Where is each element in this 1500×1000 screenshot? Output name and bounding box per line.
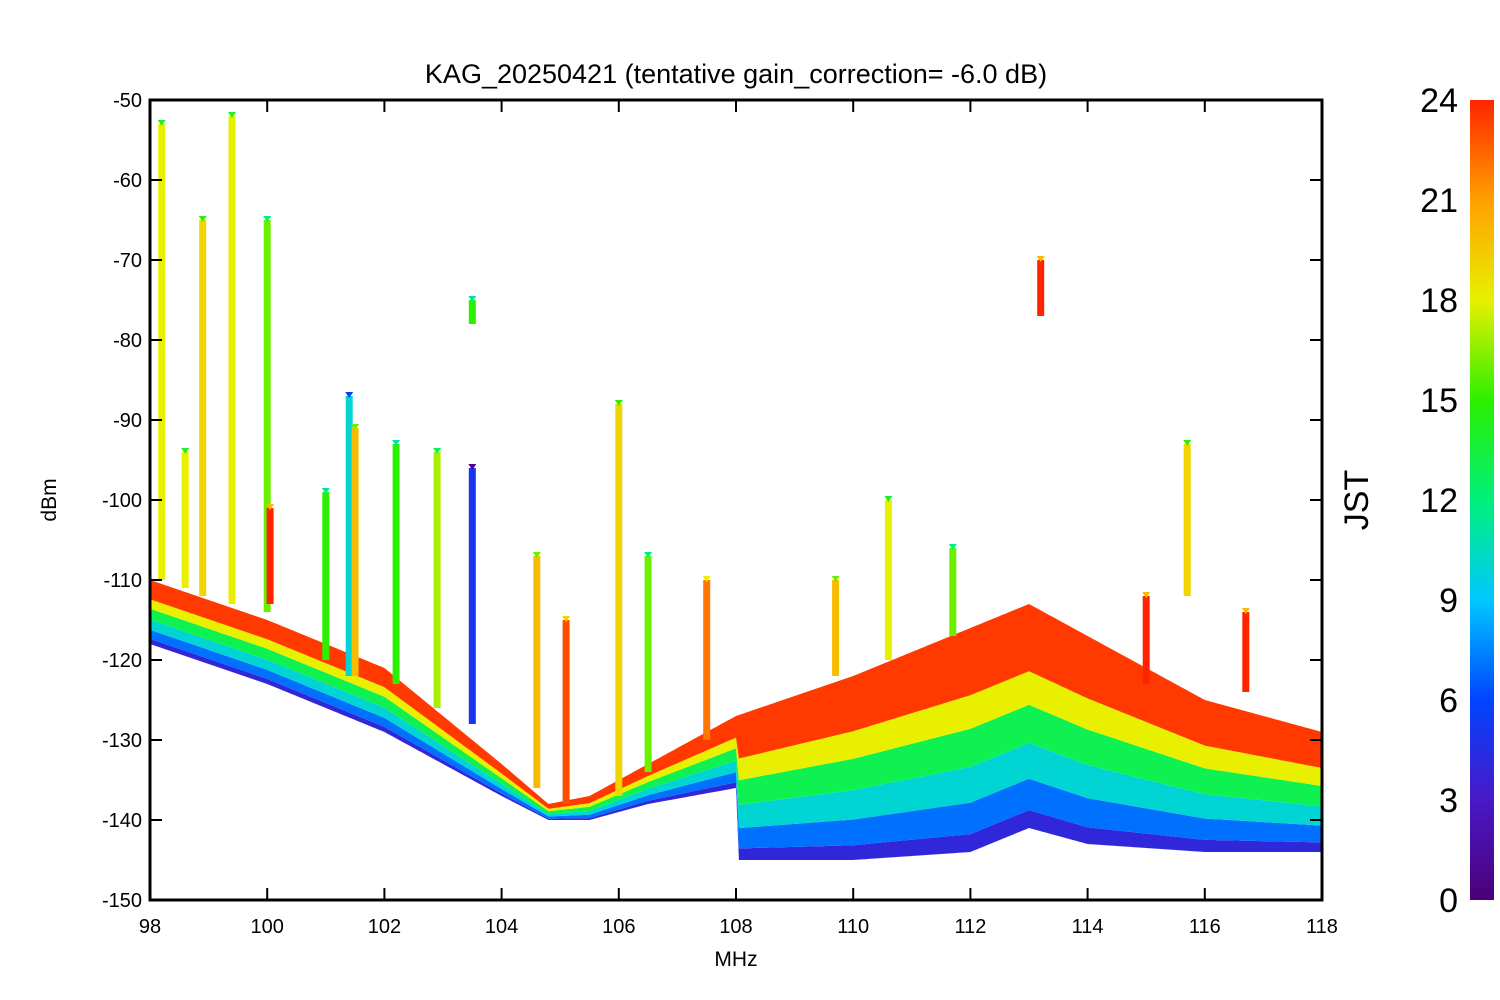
signal-peak-marker	[345, 392, 354, 398]
y-axis: -50 -60 -70 -80 -90 -100 -110 -120 -130 -140 -150	[102, 90, 1322, 912]
signal-peak-marker	[1142, 592, 1151, 598]
signal-column	[832, 580, 840, 676]
colorbar-tick-label: 21	[1420, 182, 1458, 220]
colorbar-ticks: 0 3 6 9 12 15 18 21 24	[1420, 82, 1458, 920]
signal-peak-marker	[1241, 608, 1250, 614]
signal-peak-marker	[433, 448, 442, 454]
colorbar	[1470, 100, 1494, 900]
y-tick-label: -80	[113, 330, 142, 352]
signal-column	[468, 300, 476, 324]
colorbar-tick-label: 3	[1439, 782, 1458, 820]
noise-floor-layer-1	[150, 629, 1322, 849]
y-tick-label: -150	[102, 890, 142, 912]
y-tick-label: -140	[102, 810, 142, 832]
signal-peak-marker	[644, 552, 653, 558]
signal-column	[322, 492, 330, 660]
y-tick-label: -60	[113, 170, 142, 192]
x-tick-label: 114	[1072, 916, 1104, 938]
signal-column	[884, 500, 892, 660]
signal-peak-marker	[351, 424, 360, 430]
y-tick-label: -100	[102, 490, 142, 512]
plot-data-area	[150, 112, 1322, 860]
signal-peak-marker	[468, 296, 477, 302]
x-tick-label: 108	[719, 916, 752, 938]
colorbar-tick-label: 6	[1439, 682, 1458, 720]
signal-column	[199, 220, 207, 596]
signal-column	[1242, 612, 1250, 692]
signal-peak-marker	[266, 504, 275, 510]
y-axis-label: dBm	[38, 478, 61, 521]
x-tick-label: 118	[1306, 916, 1338, 938]
signal-column	[1183, 444, 1191, 596]
noise-floor-layer-5	[150, 580, 1322, 809]
signal-peak-marker	[884, 496, 893, 502]
colorbar-tick-label: 24	[1420, 82, 1458, 120]
signal-column	[266, 508, 274, 604]
colorbar-tick-label: 12	[1420, 482, 1458, 520]
signal-column	[392, 444, 400, 684]
signal-peak-marker	[263, 216, 272, 222]
signal-column	[562, 620, 570, 804]
signal-peak-marker	[562, 616, 571, 622]
signal-peak-marker	[228, 112, 236, 118]
x-tick-label: 102	[368, 916, 401, 938]
x-tick-label: 98	[139, 916, 161, 938]
signal-peak-marker	[181, 448, 190, 454]
signal-column	[533, 556, 541, 788]
x-tick-label: 104	[485, 916, 518, 938]
noise-floor-layer-2	[150, 619, 1322, 829]
x-tick-label: 100	[251, 916, 284, 938]
signal-peak-marker	[468, 464, 477, 470]
signal-peak-marker	[532, 552, 541, 558]
signal-column	[1037, 260, 1045, 316]
signal-column	[351, 428, 359, 676]
signal-column	[433, 452, 441, 708]
x-tick-label: 112	[954, 916, 986, 938]
x-axis-label: MHz	[714, 948, 757, 971]
signal-column	[703, 580, 711, 740]
x-tick-label: 116	[1189, 916, 1221, 938]
noise-floor-layer-3	[150, 608, 1322, 814]
signal-column	[345, 396, 353, 676]
signal-peak-marker	[948, 544, 957, 550]
y-tick-label: -70	[113, 250, 142, 272]
x-axis: 98 100 102 104 106 108 110 112 114 116 118	[139, 100, 1338, 938]
colorbar-tick-label: 15	[1420, 382, 1458, 420]
signal-column	[228, 116, 236, 604]
y-tick-label: -130	[102, 730, 142, 752]
signal-peak-marker	[702, 576, 711, 582]
colorbar-label: JST	[1338, 470, 1376, 530]
signal-peak-marker	[198, 216, 207, 222]
signal-peak-marker	[392, 440, 401, 446]
x-tick-label: 106	[602, 916, 635, 938]
y-tick-label: -50	[113, 90, 142, 112]
y-tick-label: -120	[102, 650, 142, 672]
signal-column	[644, 556, 652, 772]
colorbar-tick-label: 0	[1439, 882, 1458, 920]
signal-column	[949, 548, 957, 636]
signal-peak-marker	[831, 576, 840, 582]
noise-floor-layer-4	[150, 599, 1322, 812]
signal-peak-marker	[157, 120, 166, 126]
signal-column	[263, 220, 271, 612]
signal-peak-marker	[1183, 440, 1192, 446]
y-tick-label: -90	[113, 410, 142, 432]
signal-peak-marker	[321, 488, 330, 494]
colorbar-tick-label: 18	[1420, 282, 1458, 320]
signal-column	[181, 452, 189, 588]
signal-column	[158, 124, 166, 580]
y-tick-label: -110	[103, 570, 142, 592]
x-tick-label: 110	[837, 916, 869, 938]
chart-title: KAG_20250421 (tentative gain_correction=…	[425, 59, 1047, 89]
signal-peak-marker	[614, 400, 623, 406]
signal-column	[468, 468, 476, 724]
signal-peak-marker	[1036, 256, 1045, 262]
colorbar-tick-label: 9	[1439, 582, 1458, 620]
signal-column	[1142, 596, 1150, 684]
signal-column	[615, 404, 623, 796]
